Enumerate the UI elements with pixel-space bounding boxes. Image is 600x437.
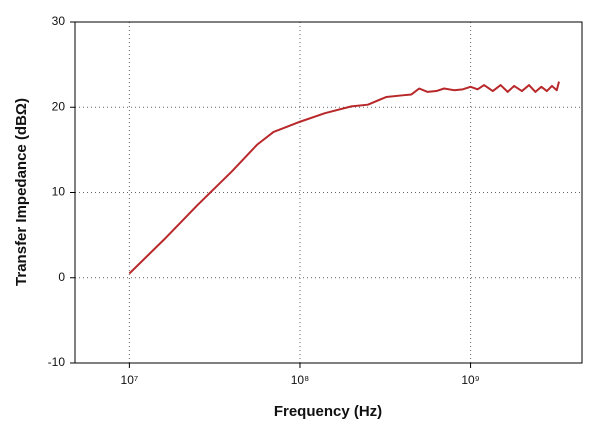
y-tick-label: 20 bbox=[52, 99, 66, 113]
x-axis-label: Frequency (Hz) bbox=[274, 403, 382, 420]
plot-frame bbox=[74, 21, 583, 364]
data-line bbox=[128, 81, 560, 275]
x-tick-label: 10⁸ bbox=[291, 373, 309, 387]
y-tick-label: 10 bbox=[52, 185, 66, 199]
y-tick-label: 30 bbox=[52, 14, 66, 28]
x-tick-label: 10⁷ bbox=[121, 373, 139, 387]
y-tick-label: 0 bbox=[58, 270, 65, 284]
y-tick-label: -10 bbox=[48, 355, 66, 369]
x-tick-label: 10⁹ bbox=[461, 373, 480, 387]
y-axis-label: Transfer Impedance (dBΩ) bbox=[13, 98, 30, 286]
